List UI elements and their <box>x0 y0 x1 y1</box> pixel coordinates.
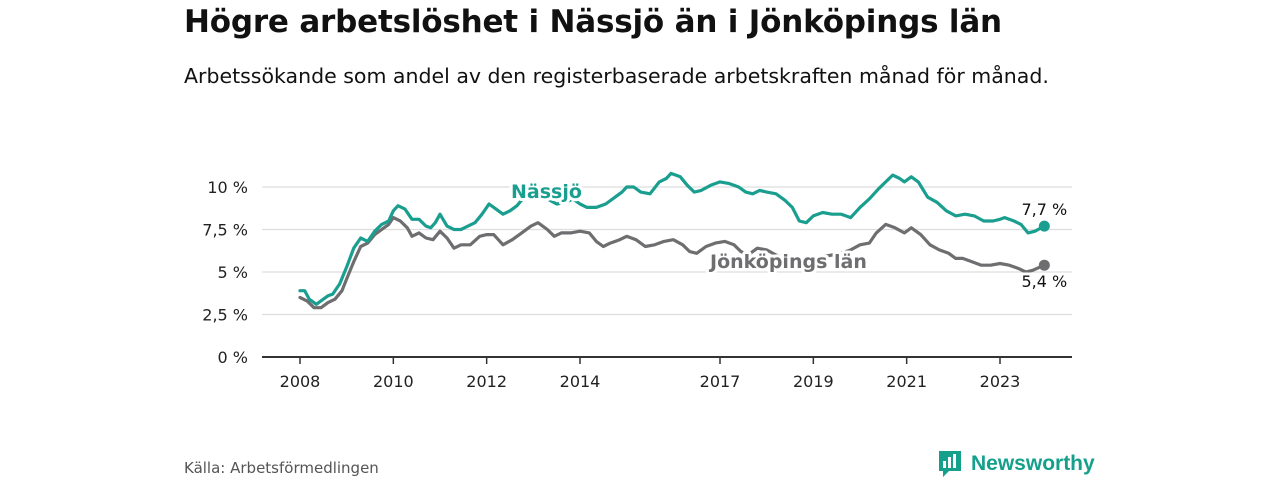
y-tick-label: 2,5 % <box>202 306 248 325</box>
series-lines <box>298 171 1050 310</box>
end-label-jonkopings-lan: 5,4 % <box>1021 272 1067 291</box>
series-line-nassjo <box>298 171 1046 306</box>
y-tick-label: 5 % <box>218 263 248 282</box>
grid-lines <box>262 186 1072 358</box>
end-point-nassjo <box>1038 220 1050 232</box>
x-tick-label: 2010 <box>373 372 414 391</box>
chart-subtitle: Arbetssökande som andel av den registerb… <box>184 64 1049 88</box>
x-tick-label: 2012 <box>466 372 507 391</box>
newsworthy-logo-icon <box>939 451 961 477</box>
series-line-jonkopings-lan <box>298 216 1046 310</box>
series-name-jonkopings-lan: Jönköpings län <box>708 251 867 273</box>
end-point-jonkopings-lan <box>1038 259 1050 271</box>
x-tick-label: 2014 <box>560 372 601 391</box>
chart-title: Högre arbetslöshet i Nässjö än i Jönköpi… <box>184 4 1002 40</box>
x-tick-label: 2017 <box>700 372 741 391</box>
series-name-nassjo: Nässjö <box>511 181 582 203</box>
x-tick-label: 2019 <box>793 372 834 391</box>
series-labels: Nässjö Jönköpings län 7,7 % 5,4 % <box>508 178 1070 294</box>
brand-name: Newsworthy <box>971 452 1095 475</box>
x-axis-ticks: 2008 2010 2012 2014 2017 2019 2021 2023 <box>280 357 1021 391</box>
x-tick-label: 2023 <box>980 372 1021 391</box>
x-tick-label: 2008 <box>280 372 321 391</box>
end-label-nassjo: 7,7 % <box>1021 200 1067 219</box>
brand[interactable]: Newsworthy <box>937 449 1095 479</box>
y-tick-label: 0 % <box>218 348 248 367</box>
source-note: Källa: Arbetsförmedlingen <box>184 459 379 477</box>
y-tick-label: 7,5 % <box>202 221 248 240</box>
x-tick-label: 2021 <box>886 372 927 391</box>
y-tick-label: 10 % <box>207 178 248 197</box>
y-axis-ticks: 0 % 2,5 % 5 % 7,5 % 10 % <box>202 178 248 367</box>
